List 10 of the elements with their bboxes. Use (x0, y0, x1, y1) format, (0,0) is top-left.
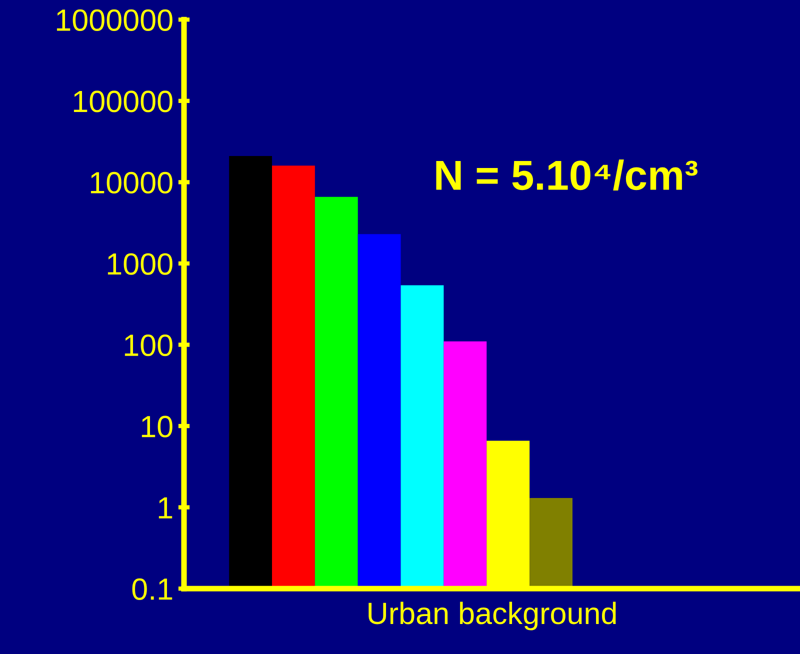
annotation: N = 5.10⁴/cm³ (436, 160, 698, 191)
x-axis-title: Urban background (368, 602, 616, 630)
y-tick-label: 10000 (90, 172, 172, 194)
y-tick-label: 100 (124, 334, 172, 356)
y-tick-label: 0.1 (132, 578, 172, 600)
y-tick-label: 100000 (74, 90, 172, 112)
y-tick-label: 1000 (108, 253, 172, 275)
y-tick-label: 1000000 (56, 9, 172, 31)
y-tick-label: 1 (158, 497, 172, 518)
y-tick-label: 10 (142, 416, 172, 438)
